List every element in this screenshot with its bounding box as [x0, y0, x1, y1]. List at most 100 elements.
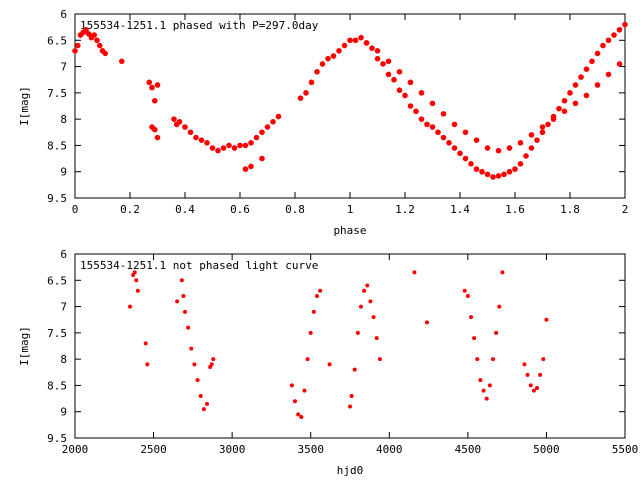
data-point [440, 111, 447, 117]
data-point [362, 288, 367, 293]
data-point [600, 42, 606, 49]
x-axis-title: hjd0 [337, 464, 364, 477]
data-point [192, 362, 197, 367]
data-point [605, 71, 612, 78]
data-point [528, 145, 535, 151]
data-point [462, 288, 467, 293]
x-axis-title: phase [333, 224, 366, 237]
y-tick-label: 8 [60, 113, 67, 126]
data-point [220, 145, 227, 151]
data-point [94, 37, 100, 44]
data-point [517, 140, 524, 146]
x-tick-label: 3000 [219, 443, 246, 456]
data-point [402, 92, 408, 99]
y-tick-label: 7.5 [47, 87, 67, 100]
data-point [473, 166, 480, 172]
data-point [242, 142, 249, 149]
data-point [479, 168, 485, 175]
data-point [412, 270, 417, 275]
data-point [541, 357, 546, 362]
data-point [201, 407, 206, 412]
data-point [319, 61, 326, 67]
data-point [198, 393, 203, 398]
data-point [189, 346, 194, 351]
data-point [146, 79, 153, 86]
data-point [475, 357, 480, 362]
data-point [545, 121, 551, 128]
data-point [358, 34, 364, 41]
data-point [171, 116, 177, 122]
data-point [368, 299, 373, 304]
data-point [429, 124, 436, 130]
data-point [495, 173, 502, 179]
data-point [465, 294, 470, 299]
data-point [478, 378, 483, 383]
x-tick-label: 0.4 [175, 203, 195, 216]
x-tick-label: 0 [72, 203, 79, 216]
data-point [336, 48, 342, 54]
data-point [369, 45, 375, 51]
x-tick-label: 4500 [455, 443, 482, 456]
y-tick-label: 7 [60, 61, 67, 74]
data-point [183, 309, 187, 314]
data-point [522, 362, 527, 367]
data-point [248, 163, 254, 170]
data-point [396, 87, 403, 94]
data-point [305, 357, 310, 362]
data-point [348, 404, 352, 409]
y-tick-label: 9.5 [47, 432, 67, 445]
data-point [349, 393, 354, 398]
data-point [355, 330, 360, 335]
data-point [374, 55, 381, 62]
data-point [132, 270, 137, 275]
data-point [209, 362, 214, 367]
data-point [550, 116, 557, 122]
data-point [531, 388, 536, 393]
data-point [622, 21, 628, 28]
data-point [407, 79, 414, 86]
data-point [435, 129, 441, 136]
data-point [311, 309, 316, 314]
chart-title: 155534-1251.1 phased with P=297.0day [80, 19, 319, 32]
unphased-light-curve-chart: 2000 2500 3000 3500 4000 4500 5000 5500 6 6.5 7 7.5… [18, 248, 638, 477]
data-point [314, 69, 320, 75]
x-tick-label: 3500 [297, 443, 324, 456]
data-point [74, 42, 81, 49]
data-point [297, 95, 304, 101]
data-point [102, 50, 109, 57]
data-point [128, 304, 132, 309]
data-point [616, 26, 623, 33]
data-point [611, 32, 617, 38]
data-point [561, 97, 568, 104]
data-point [462, 129, 469, 136]
y-tick-label: 9 [60, 166, 67, 179]
data-point [561, 108, 568, 115]
data-point [204, 140, 210, 146]
data-point [179, 278, 184, 283]
data-point [96, 42, 103, 49]
data-point [418, 90, 425, 96]
data-point [341, 42, 348, 49]
data-point [418, 116, 425, 122]
data-point [472, 336, 477, 341]
data-point [182, 124, 188, 130]
data-point [583, 92, 590, 99]
data-point [556, 105, 562, 112]
y-tick-label: 8.5 [47, 379, 67, 392]
y-tick-label: 6 [60, 8, 67, 21]
data-point [253, 134, 260, 141]
data-point [469, 315, 473, 320]
data-point [134, 278, 139, 283]
data-point [175, 299, 180, 304]
data-point [425, 320, 429, 325]
data-point [594, 50, 601, 57]
data-point [385, 71, 392, 78]
data-point [429, 100, 436, 107]
x-tick-label: 1.4 [450, 203, 470, 216]
y-axis-title: I[mag] [18, 86, 31, 126]
data-point [330, 53, 337, 59]
data-point [352, 367, 357, 372]
data-point [118, 58, 125, 65]
data-point [491, 357, 495, 362]
